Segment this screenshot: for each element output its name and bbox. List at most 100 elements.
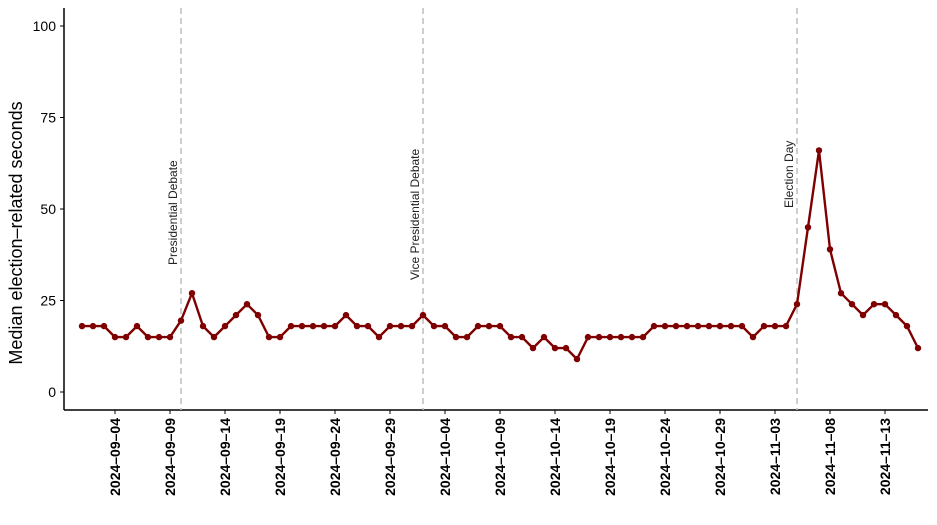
y-tick-label: 50 [40,201,56,217]
data-point [881,301,889,308]
x-tick-label: 2024–10–24 [657,418,673,496]
data-point [595,333,603,341]
data-point [683,322,691,330]
data-point [155,333,163,341]
data-point [727,322,735,330]
data-point [364,322,372,330]
x-axis-ticks: 2024–09–04 2024–09–09 2024–09–14 2024–09–19… [107,410,893,496]
data-point [386,322,394,330]
x-tick-label: 2024–10–09 [492,418,508,496]
data-point [760,322,768,330]
data-point [705,322,713,330]
data-point [287,322,295,330]
data-point [408,322,416,330]
x-tick-label: 2024–10–19 [602,418,618,496]
data-point [771,322,779,330]
data-point [342,311,350,319]
data-point [661,322,669,330]
data-point [815,147,823,154]
data-point [298,322,306,330]
event-markers: Presidential Debate Vice Presidential Deb… [166,8,798,410]
data-point [573,355,581,363]
data-point [639,333,647,341]
x-tick-label: 2024–10–29 [712,418,728,496]
data-point [78,322,86,330]
data-point [397,322,405,330]
data-point [320,322,328,330]
x-tick-label: 2024–10–04 [437,418,453,496]
data-point [210,333,218,341]
y-tick-label: 25 [40,293,56,309]
event-label: Presidential Debate [166,160,180,265]
data-point [694,322,702,330]
data-point [496,322,504,330]
data-point [166,333,174,341]
axes-layer [63,8,928,411]
y-tick-label: 100 [33,18,57,34]
data-point [254,311,262,319]
data-point [716,322,724,330]
data-point [914,344,922,352]
data-point [738,322,746,330]
y-axis-label: Median election–related seconds [6,101,26,364]
data-point [562,344,570,352]
data-point [892,311,900,319]
data-point [188,290,196,297]
data-point [529,344,537,352]
x-tick-label: 2024–10–14 [547,418,563,496]
data-point [672,322,680,330]
data-point [177,317,185,324]
data-point [804,224,812,231]
data-point [89,322,97,330]
x-tick-label: 2024–09–14 [217,418,233,496]
data-point [584,333,592,341]
data-point [628,333,636,341]
data-point [452,333,460,341]
data-point [265,333,273,341]
data-point [474,322,482,330]
y-axis-ticks: 0 25 50 75 100 [33,18,64,400]
x-tick-label: 2024–11–08 [822,418,838,495]
data-point [430,322,438,330]
data-point [606,333,614,341]
data-point [617,333,625,341]
x-tick-label: 2024–11–03 [767,418,783,495]
data-point [650,322,658,330]
data-point [749,333,757,341]
x-tick-label: 2024–09–04 [107,418,123,496]
data-point [837,290,845,297]
data-point [485,322,493,330]
data-point [111,333,119,341]
event-label: Election Day [782,141,796,208]
data-point [100,322,108,330]
data-point [122,333,130,341]
data-point [551,344,559,352]
data-point [144,333,152,341]
data-point [276,333,284,341]
data-point [848,301,856,308]
data-point [221,322,229,330]
data-point [870,301,878,308]
x-tick-label: 2024–09–29 [382,418,398,496]
data-point [463,333,471,341]
x-tick-label: 2024–09–24 [327,418,343,496]
y-tick-label: 75 [40,110,56,126]
data-point [419,311,427,319]
data-point [331,322,339,330]
y-tick-label: 0 [48,384,56,400]
data-point [309,322,317,330]
data-point [199,322,207,330]
data-point [507,333,515,341]
data-point [375,333,383,341]
data-point [518,333,526,341]
data-point [793,301,801,308]
data-point [353,322,361,330]
data-point [232,311,240,319]
data-point [540,333,548,341]
data-point [133,322,141,330]
data-point [441,322,449,330]
data-point [903,322,911,330]
data-point [826,246,834,253]
